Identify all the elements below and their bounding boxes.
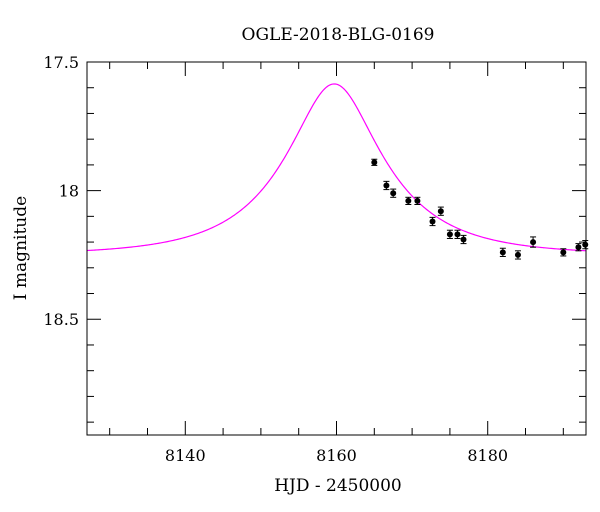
data-points — [371, 158, 589, 260]
data-point — [514, 251, 521, 258]
data-point — [437, 208, 444, 215]
x-tick-label: 8180 — [467, 446, 508, 465]
chart-title: OGLE-2018-BLG-0169 — [242, 25, 435, 45]
x-tick-label: 8140 — [165, 446, 206, 465]
model-curve — [86, 83, 587, 252]
y-axis-label: I magnitude — [11, 196, 31, 300]
data-point — [582, 241, 589, 248]
data-point — [454, 231, 461, 238]
data-point — [575, 244, 582, 251]
x-tick-label: 8160 — [316, 446, 357, 465]
y-tick-label: 18 — [59, 182, 79, 201]
x-axis-label: HJD - 2450000 — [274, 476, 402, 496]
data-point — [530, 239, 537, 246]
data-point — [383, 182, 390, 189]
data-point — [414, 197, 421, 204]
data-point — [499, 249, 506, 256]
tick-labels: 8140 8160 8180 17.5 18 18.5 — [43, 53, 508, 465]
data-point — [560, 249, 567, 256]
data-point — [460, 236, 467, 243]
data-point — [429, 218, 436, 225]
plot-frame — [86, 61, 587, 436]
data-point — [405, 197, 412, 204]
data-point — [390, 190, 397, 197]
data-point — [446, 231, 453, 238]
y-tick-label: 18.5 — [43, 310, 79, 329]
data-point — [371, 159, 378, 166]
y-tick-label: 17.5 — [43, 53, 79, 72]
axis-ticks — [87, 61, 586, 435]
